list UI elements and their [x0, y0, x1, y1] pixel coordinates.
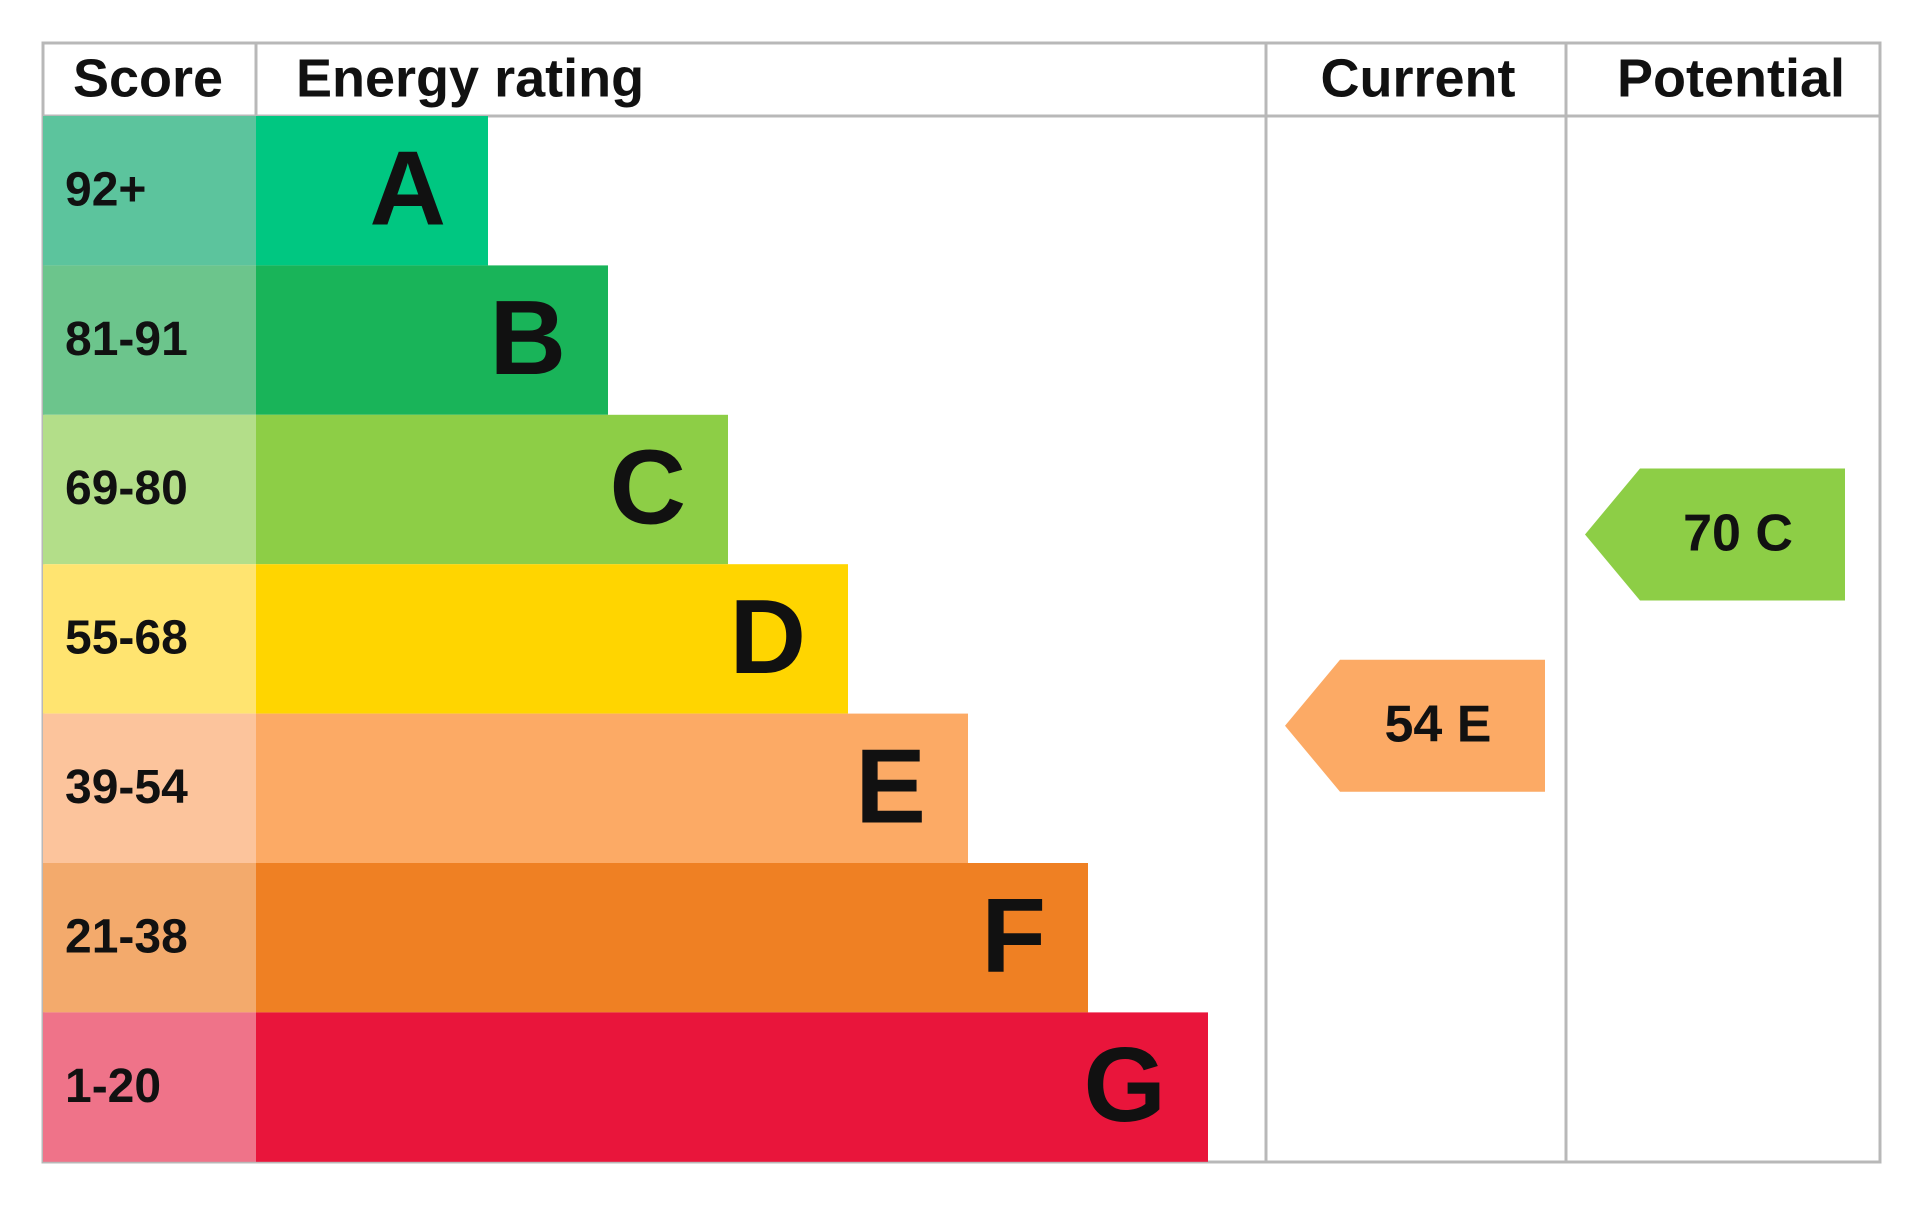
potential-label: 70 C — [1683, 504, 1793, 562]
rating-letter: F — [981, 877, 1046, 995]
score-cell — [43, 414, 256, 565]
current-label: 54 E — [1385, 695, 1492, 753]
rating-letter: G — [1084, 1026, 1166, 1144]
rating-letter: B — [489, 279, 566, 397]
current-arrow — [1285, 659, 1545, 792]
rating-bar — [256, 564, 848, 714]
score-cell — [43, 713, 256, 863]
score-cell — [43, 564, 256, 714]
potential-arrow — [1585, 468, 1845, 601]
rating-bar — [256, 265, 608, 415]
rating-letter: A — [369, 130, 446, 248]
score-label: 21-38 — [65, 910, 188, 963]
rating-bar — [256, 414, 728, 565]
score-label: 81-91 — [65, 313, 188, 366]
rating-letter: C — [609, 429, 686, 547]
current-score: 54 — [1385, 695, 1443, 753]
score-cell — [43, 116, 256, 266]
potential-score: 70 — [1683, 504, 1741, 562]
header-score: Score — [73, 48, 223, 108]
score-label: 1-20 — [65, 1060, 161, 1113]
rating-letter: D — [729, 578, 806, 696]
potential-rating: C — [1755, 504, 1793, 562]
header-potential: Potential — [1617, 48, 1845, 108]
rating-bar — [256, 116, 488, 266]
rating-bar — [256, 1012, 1208, 1162]
current-rating: E — [1457, 695, 1492, 753]
score-cell — [43, 265, 256, 415]
score-cell — [43, 863, 256, 1013]
score-label: 55-68 — [65, 612, 188, 665]
header-rating: Energy rating — [296, 48, 644, 108]
score-label: 92+ — [65, 163, 146, 216]
header-current: Current — [1320, 48, 1515, 108]
score-label: 69-80 — [65, 462, 188, 515]
rating-bar — [256, 713, 968, 863]
score-label: 39-54 — [65, 761, 188, 814]
rating-letter: E — [855, 727, 926, 845]
rating-bar — [256, 863, 1088, 1013]
score-cell — [43, 1012, 256, 1162]
